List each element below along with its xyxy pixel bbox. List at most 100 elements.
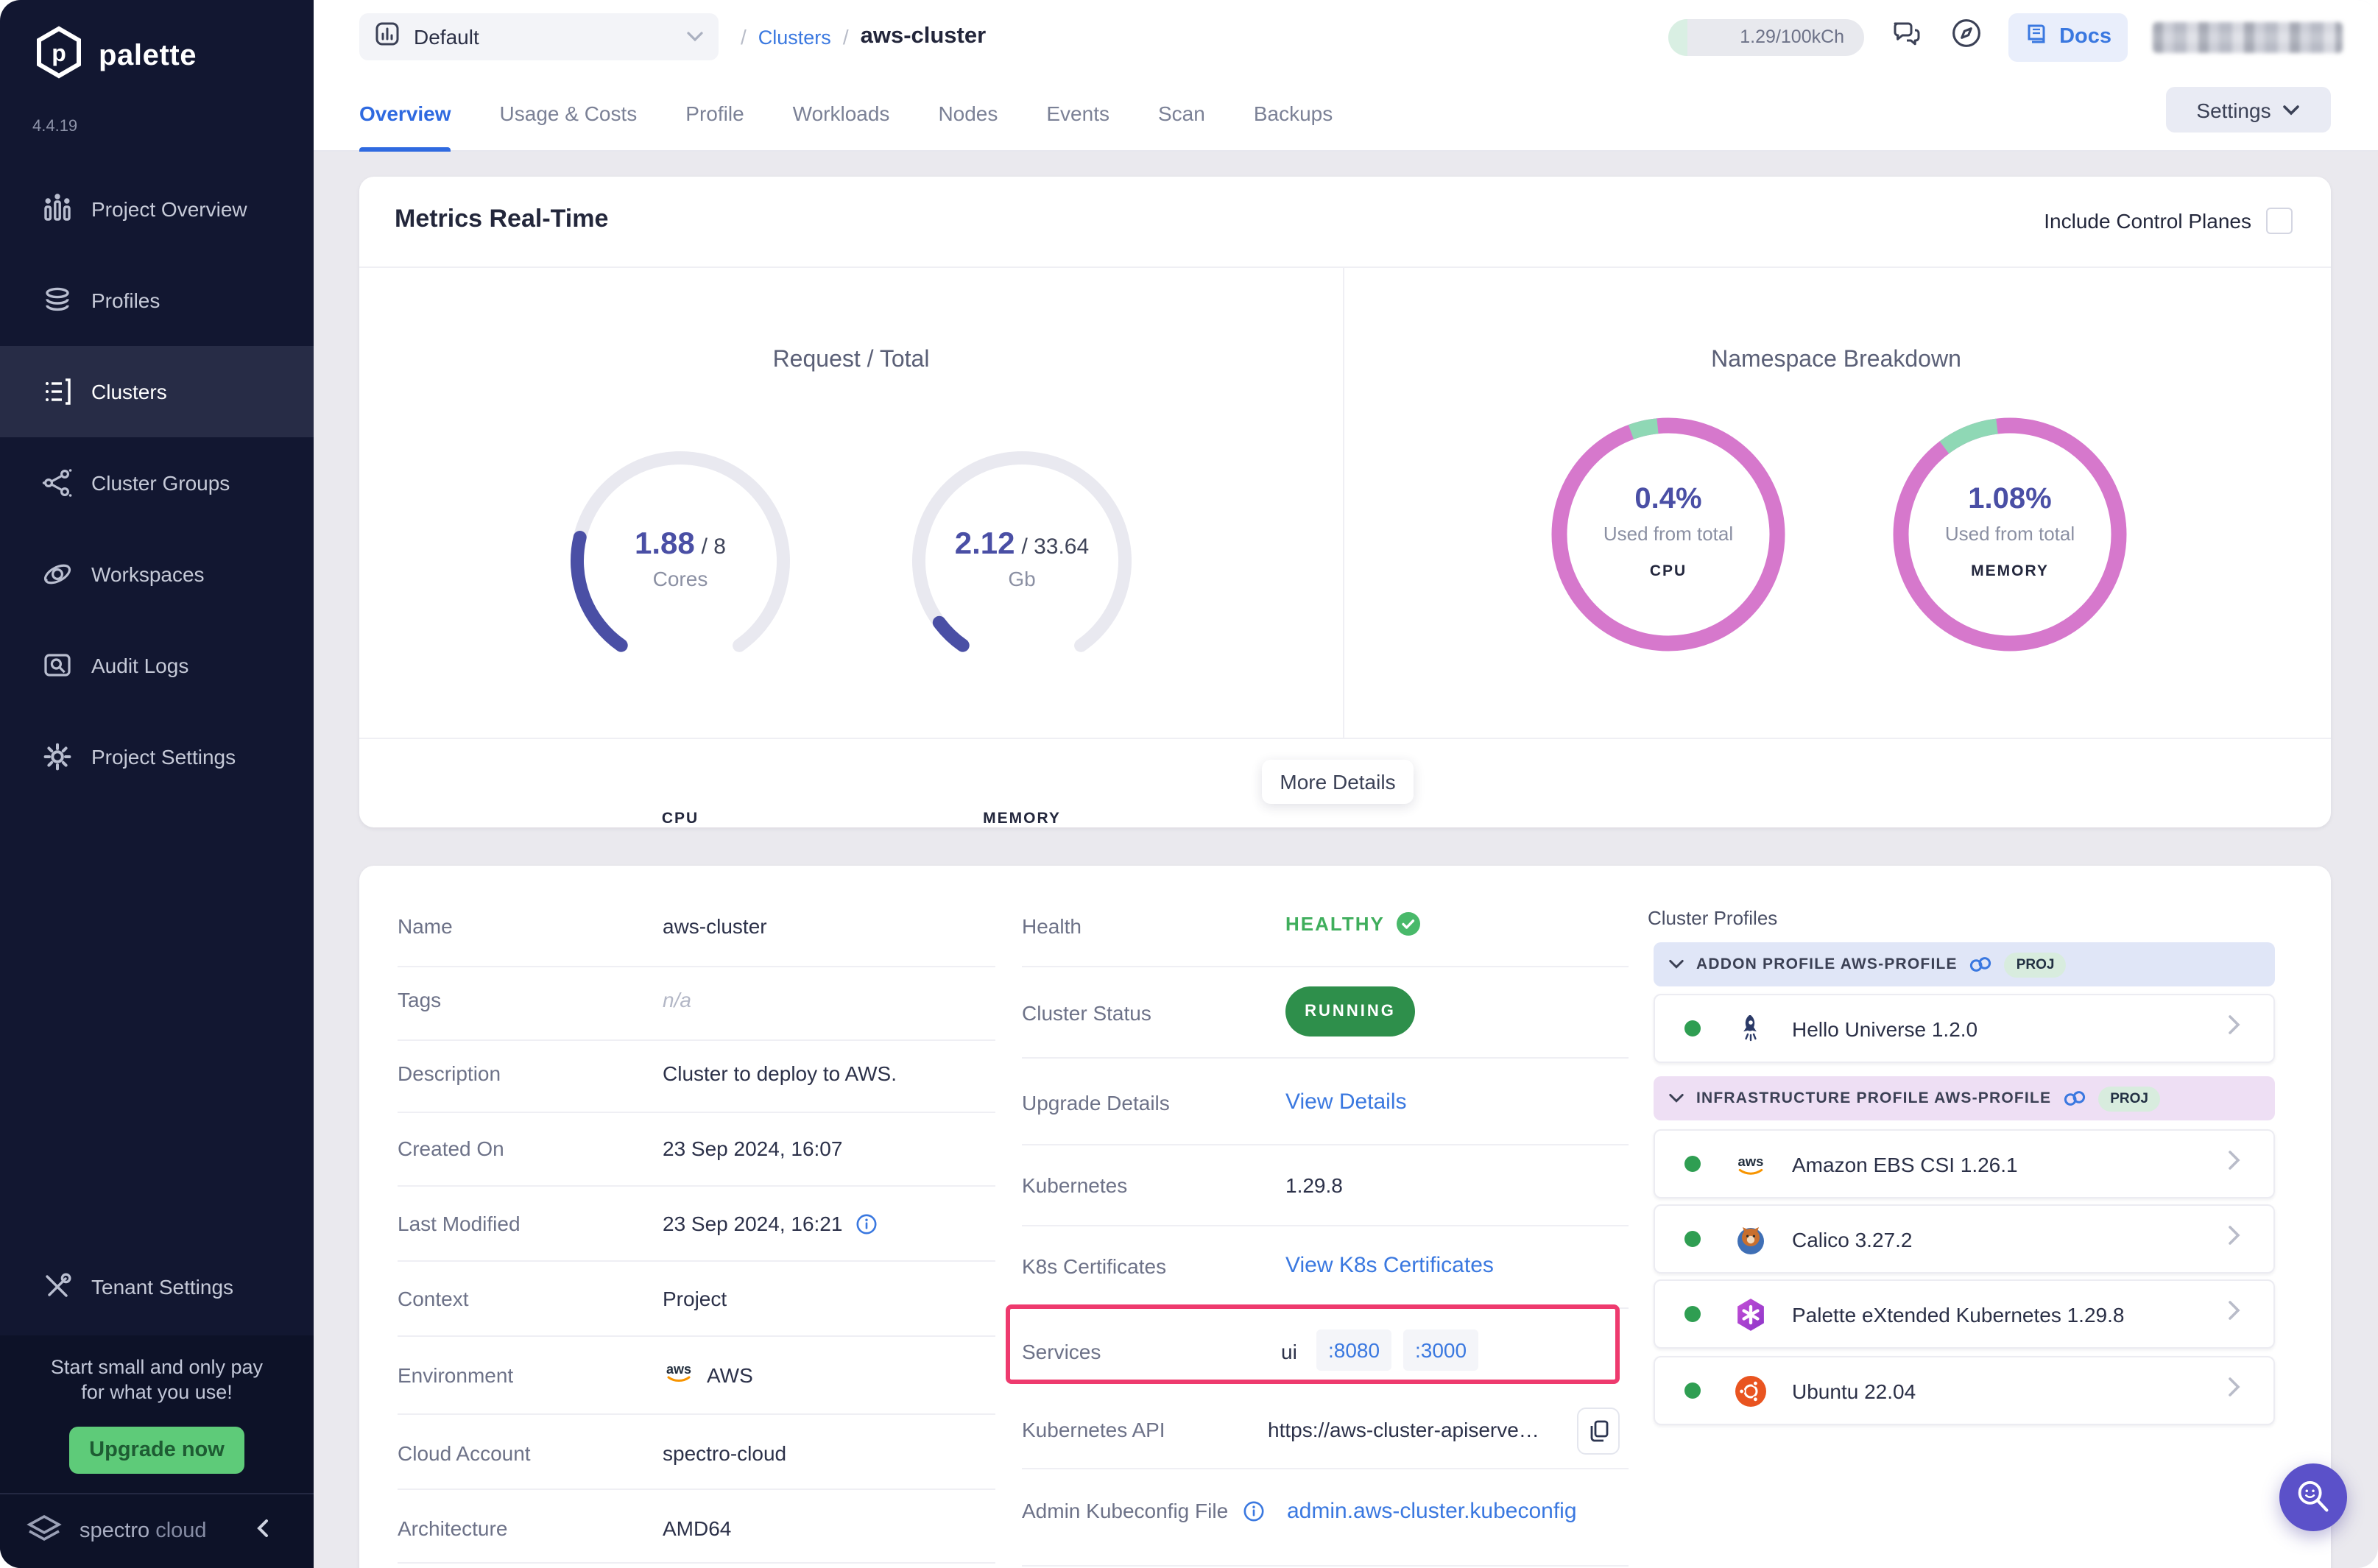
topbar: Default / Clusters / aws-cluster 1.29/10…: [314, 0, 2378, 74]
service-port-8080[interactable]: :8080: [1316, 1329, 1392, 1371]
sidebar-item-label: Tenant Settings: [91, 1275, 234, 1299]
profile-pack-name: Calico 3.27.2: [1792, 1227, 1913, 1251]
tab-scan[interactable]: Scan: [1158, 101, 1205, 124]
profile-row-amazon-ebs[interactable]: aws Amazon EBS CSI 1.26.1: [1654, 1129, 2275, 1198]
sidebar-item-label: Profiles: [91, 289, 160, 312]
search-fab-button[interactable]: [2279, 1463, 2347, 1531]
breadcrumb: / Clusters / aws-cluster: [741, 0, 986, 74]
tags-value: n/a: [663, 988, 691, 1011]
hello-universe-icon: [1733, 1011, 1768, 1046]
svg-text:p: p: [52, 40, 66, 66]
profile-row-ubuntu[interactable]: Ubuntu 22.04: [1654, 1356, 2275, 1425]
clusters-icon: [41, 375, 74, 408]
sidebar-item-audit-logs[interactable]: Audit Logs: [0, 620, 314, 711]
network-icon: [41, 467, 74, 499]
kubernetes-api-value: https://aws-cluster-apiserve…: [1268, 1418, 1539, 1441]
cpu-namespace-donut: 0.4% Used from total CPU: [1546, 412, 1790, 657]
sidebar-item-clusters[interactable]: Clusters: [0, 346, 314, 437]
sidebar-item-project-settings[interactable]: Project Settings: [0, 711, 314, 802]
tab-backups[interactable]: Backups: [1253, 101, 1333, 124]
profile-pack-name: Ubuntu 22.04: [1792, 1379, 1916, 1402]
tab-overview[interactable]: Overview: [359, 74, 452, 152]
sidebar-item-label: Audit Logs: [91, 654, 189, 677]
profile-row-palette-extended-kubernetes[interactable]: Palette eXtended Kubernetes 1.29.8: [1654, 1279, 2275, 1349]
memory-donut-label: MEMORY: [1971, 562, 2049, 580]
cpu-used-pct: 0.4%: [1634, 483, 1702, 515]
tab-workloads[interactable]: Workloads: [792, 101, 890, 124]
more-details-button[interactable]: More Details: [1262, 760, 1414, 804]
divider: [1022, 1225, 1629, 1226]
profile-pack-name: Hello Universe 1.2.0: [1792, 1017, 1978, 1040]
view-details-link[interactable]: View Details: [1285, 1090, 1407, 1115]
include-control-planes-checkbox[interactable]: [2266, 208, 2293, 234]
sidebar-item-label: Cluster Groups: [91, 471, 230, 495]
sidebar-item-project-overview[interactable]: Project Overview: [0, 163, 314, 255]
copy-button[interactable]: [1577, 1408, 1620, 1455]
chat-icon[interactable]: [1888, 15, 1924, 58]
upgrade-details-label: Upgrade Details: [1022, 1091, 1170, 1115]
chevron-right-icon: [2228, 1225, 2241, 1253]
tab-events[interactable]: Events: [1046, 101, 1109, 124]
chevron-down-icon: [686, 24, 704, 50]
info-icon[interactable]: [1243, 1500, 1265, 1522]
created-on-label: Created On: [398, 1137, 504, 1160]
metrics-card: Metrics Real-Time Include Control Planes…: [359, 177, 2331, 827]
sidebar-item-tenant-settings[interactable]: Tenant Settings: [0, 1241, 314, 1332]
profile-row-calico[interactable]: Calico 3.27.2: [1654, 1204, 2275, 1274]
divider: [1022, 1468, 1629, 1469]
admin-kubeconfig-link[interactable]: admin.aws-cluster.kubeconfig: [1287, 1499, 1577, 1524]
name-value: aws-cluster: [663, 914, 767, 938]
context-label: Context: [398, 1287, 469, 1310]
divider: [1022, 1565, 1629, 1567]
profile-row-hello-universe[interactable]: Hello Universe 1.2.0: [1654, 994, 2275, 1063]
copy-icon: [1590, 1420, 1608, 1442]
include-control-planes: Include Control Planes: [2044, 208, 2293, 234]
cluster-status-label: Cluster Status: [1022, 1001, 1151, 1025]
tab-profile[interactable]: Profile: [685, 101, 744, 124]
breadcrumb-clusters-link[interactable]: Clusters: [758, 26, 831, 48]
info-icon[interactable]: [855, 1213, 878, 1235]
last-modified-label: Last Modified: [398, 1212, 521, 1235]
brand-name: palette: [99, 40, 197, 72]
metrics-title: Metrics Real-Time: [395, 205, 609, 233]
status-dot: [1684, 1306, 1701, 1322]
audit-search-icon: [41, 649, 74, 682]
kubernetes-label: Kubernetes: [1022, 1173, 1128, 1197]
tab-nodes[interactable]: Nodes: [938, 101, 998, 124]
namespace-breakdown-title: Namespace Breakdown: [1711, 347, 1961, 372]
kubernetes-version: 1.29.8: [1285, 1173, 1343, 1197]
context-value: Project: [663, 1287, 727, 1310]
sidebar-item-cluster-groups[interactable]: Cluster Groups: [0, 437, 314, 529]
collapse-sidebar-icon[interactable]: [255, 1517, 269, 1545]
settings-button[interactable]: Settings: [2166, 87, 2331, 133]
upgrade-now-button[interactable]: Upgrade now: [69, 1427, 244, 1474]
project-selector[interactable]: Default: [359, 13, 719, 60]
book-icon: [2024, 21, 2049, 52]
view-k8s-certificates-link[interactable]: View K8s Certificates: [1285, 1253, 1494, 1278]
infrastructure-profile-header[interactable]: INFRASTRUCTURE PROFILE AWS-PROFILE PROJ: [1654, 1076, 2275, 1120]
cloud-account-value: spectro-cloud: [663, 1441, 787, 1465]
divider: [398, 1185, 995, 1187]
request-total-title: Request / Total: [772, 347, 930, 372]
created-on-value: 23 Sep 2024, 16:07: [663, 1137, 843, 1160]
docs-button[interactable]: Docs: [2008, 13, 2128, 61]
orbit-icon: [41, 558, 74, 590]
compass-icon[interactable]: [1949, 16, 1983, 57]
cluster-details-card: Name aws-cluster Tags n/a Description Cl…: [359, 866, 2331, 1568]
service-port-3000[interactable]: :3000: [1403, 1329, 1479, 1371]
memory-capacity-value: / 33.64: [1021, 534, 1090, 559]
addon-profile-header[interactable]: ADDON PROFILE AWS-PROFILE PROJ: [1654, 942, 2275, 986]
divider: [1022, 1307, 1629, 1309]
cluster-profiles-title: Cluster Profiles: [1648, 907, 1778, 929]
sidebar-item-workspaces[interactable]: Workspaces: [0, 529, 314, 620]
tab-usage-costs[interactable]: Usage & Costs: [499, 101, 638, 124]
username-redacted[interactable]: [2153, 21, 2343, 52]
breadcrumb-separator: /: [842, 25, 849, 49]
divider: [1343, 266, 1344, 738]
svg-text:aws: aws: [1738, 1153, 1764, 1168]
admin-kubeconfig-label: Admin Kubeconfig File: [1022, 1499, 1265, 1522]
sidebar-item-profiles[interactable]: Profiles: [0, 255, 314, 346]
chevron-right-icon: [2228, 1377, 2241, 1405]
environment-value: aws AWS: [663, 1357, 753, 1391]
